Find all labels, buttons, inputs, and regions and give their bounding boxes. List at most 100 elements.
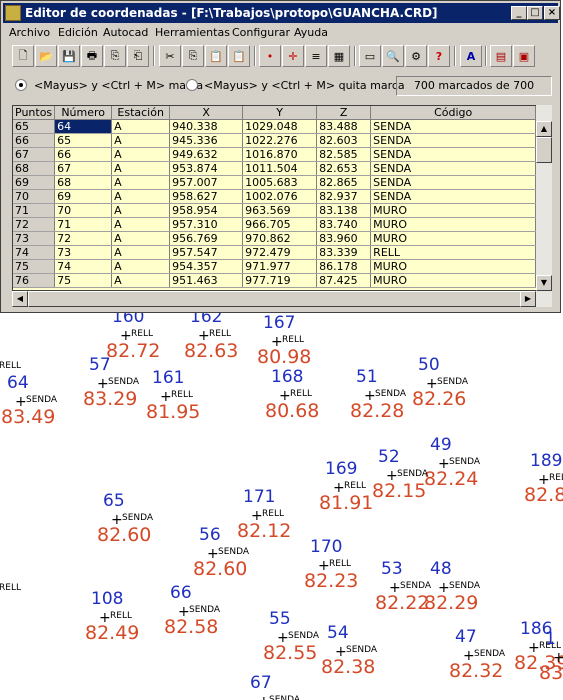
point-icon[interactable]: • <box>259 45 281 67</box>
cell-numero[interactable]: 71 <box>54 217 113 232</box>
column-header-z[interactable]: Z <box>316 106 372 120</box>
cell-codigo[interactable]: MURO <box>370 259 537 274</box>
cell-puntos[interactable]: 76 <box>13 273 56 288</box>
grid-icon[interactable]: ▦ <box>328 45 350 67</box>
cell-y[interactable]: 966.705 <box>242 217 318 232</box>
cell-puntos[interactable]: 67 <box>13 147 56 162</box>
scroll-right-icon[interactable]: ▶ <box>520 291 536 307</box>
cell-estacion[interactable]: A <box>111 161 171 176</box>
cell-x[interactable]: 958.627 <box>169 189 244 204</box>
cell-x[interactable]: 945.336 <box>169 133 244 148</box>
zoom-icon[interactable]: 🔍 <box>382 45 404 67</box>
cell-y[interactable]: 972.479 <box>242 245 318 260</box>
cell-puntos[interactable]: 68 <box>13 161 56 176</box>
font-icon[interactable]: A <box>460 45 482 67</box>
cell-estacion[interactable]: A <box>111 147 171 162</box>
cell-puntos[interactable]: 70 <box>13 189 56 204</box>
save-icon[interactable]: 💾 <box>58 45 80 67</box>
table-row[interactable]: 76 75 A 951.463 977.719 87.425 MURO <box>13 273 537 288</box>
export-icon[interactable]: ⎘ <box>104 45 126 67</box>
cell-x[interactable]: 940.338 <box>169 119 244 134</box>
cell-estacion[interactable]: A <box>111 203 171 218</box>
horizontal-scrollbar[interactable]: ◀ ▶ <box>12 291 552 307</box>
cell-estacion[interactable]: A <box>111 175 171 190</box>
cell-z[interactable]: 82.603 <box>316 133 372 148</box>
cell-y[interactable]: 1029.048 <box>242 119 318 134</box>
cell-y[interactable]: 1022.276 <box>242 133 318 148</box>
unmark-radio[interactable] <box>186 79 198 91</box>
cell-x[interactable]: 949.632 <box>169 147 244 162</box>
table-row[interactable]: 74 73 A 957.547 972.479 83.339 RELL <box>13 245 537 260</box>
cell-y[interactable]: 1005.683 <box>242 175 318 190</box>
table-row[interactable]: 71 70 A 958.954 963.569 83.138 MURO <box>13 203 537 218</box>
cell-codigo[interactable]: RELL <box>370 245 537 260</box>
table-row[interactable]: 73 72 A 956.769 970.862 83.960 MURO <box>13 231 537 246</box>
cell-estacion[interactable]: A <box>111 189 171 204</box>
table-row[interactable]: 67 66 A 949.632 1016.870 82.585 SENDA <box>13 147 537 162</box>
cell-puntos[interactable]: 72 <box>13 217 56 232</box>
table-row[interactable]: 68 67 A 953.874 1011.504 82.653 SENDA <box>13 161 537 176</box>
menu-ayuda[interactable]: Ayuda <box>294 26 328 39</box>
table-row[interactable]: 69 68 A 957.007 1005.683 82.865 SENDA <box>13 175 537 190</box>
cell-y[interactable]: 977.719 <box>242 273 318 288</box>
cell-estacion[interactable]: A <box>111 259 171 274</box>
cell-x[interactable]: 954.357 <box>169 259 244 274</box>
horizontal-scroll-thumb[interactable] <box>28 291 536 307</box>
cell-codigo[interactable]: MURO <box>370 217 537 232</box>
cell-z[interactable]: 83.138 <box>316 203 372 218</box>
unmark-icon[interactable]: ▣ <box>513 45 535 67</box>
cell-z[interactable]: 82.865 <box>316 175 372 190</box>
minimize-button[interactable]: _ <box>511 6 527 20</box>
cell-y[interactable]: 1002.076 <box>242 189 318 204</box>
cell-z[interactable]: 82.937 <box>316 189 372 204</box>
close-button[interactable]: × <box>544 6 560 20</box>
cut-icon[interactable]: ✂ <box>159 45 181 67</box>
cell-y[interactable]: 1011.504 <box>242 161 318 176</box>
title-bar[interactable]: Editor de coordenadas - [F:\Trabajos\pro… <box>3 3 560 23</box>
unmark-radio-label[interactable]: <Mayus> y <Ctrl + M> quita marca <box>204 79 405 92</box>
menu-archivo[interactable]: Archivo <box>9 26 51 39</box>
cell-puntos[interactable]: 65 <box>13 119 56 134</box>
crosshair-icon[interactable]: ✛ <box>282 45 304 67</box>
menu-autocad[interactable]: Autocad <box>103 26 149 39</box>
cell-numero[interactable]: 68 <box>54 175 113 190</box>
cell-y[interactable]: 963.569 <box>242 203 318 218</box>
column-header-estacion[interactable]: Estación <box>111 106 171 120</box>
cell-z[interactable]: 83.740 <box>316 217 372 232</box>
cell-puntos[interactable]: 73 <box>13 231 56 246</box>
cell-codigo[interactable]: SENDA <box>370 161 537 176</box>
cell-x[interactable]: 953.874 <box>169 161 244 176</box>
cell-x[interactable]: 957.007 <box>169 175 244 190</box>
menu-herramientas[interactable]: Herramientas <box>155 26 230 39</box>
cell-y[interactable]: 1016.870 <box>242 147 318 162</box>
table-row[interactable]: 72 71 A 957.310 966.705 83.740 MURO <box>13 217 537 232</box>
cell-z[interactable]: 86.178 <box>316 259 372 274</box>
cell-puntos[interactable]: 69 <box>13 175 56 190</box>
mark-radio-label[interactable]: <Mayus> y <Ctrl + M> marca <box>34 79 204 92</box>
mark-icon[interactable]: ▤ <box>490 45 512 67</box>
cell-codigo[interactable]: MURO <box>370 231 537 246</box>
scroll-thumb[interactable] <box>536 137 552 163</box>
table-row[interactable]: 75 74 A 954.357 971.977 86.178 MURO <box>13 259 537 274</box>
cell-codigo[interactable]: SENDA <box>370 133 537 148</box>
cell-z[interactable]: 82.653 <box>316 161 372 176</box>
cell-puntos[interactable]: 71 <box>13 203 56 218</box>
cell-numero[interactable]: 70 <box>54 203 113 218</box>
import-icon[interactable]: ⎗ <box>127 45 149 67</box>
column-header-codigo[interactable]: Código <box>370 106 537 120</box>
cell-numero[interactable]: 69 <box>54 189 113 204</box>
cell-codigo[interactable]: SENDA <box>370 189 537 204</box>
cell-estacion[interactable]: A <box>111 273 171 288</box>
cell-y[interactable]: 970.862 <box>242 231 318 246</box>
cell-z[interactable]: 83.960 <box>316 231 372 246</box>
cell-numero[interactable]: 75 <box>54 273 113 288</box>
cell-estacion[interactable]: A <box>111 133 171 148</box>
scroll-up-icon[interactable]: ▲ <box>536 121 552 137</box>
new-icon[interactable]: 🗋 <box>12 45 34 67</box>
print-icon[interactable]: 🖶 <box>81 45 103 67</box>
cell-x[interactable]: 956.769 <box>169 231 244 246</box>
cell-x[interactable]: 957.310 <box>169 217 244 232</box>
cell-codigo[interactable]: SENDA <box>370 119 537 134</box>
vertical-scrollbar[interactable]: ▲ ▼ <box>536 105 552 291</box>
cell-z[interactable]: 83.339 <box>316 245 372 260</box>
